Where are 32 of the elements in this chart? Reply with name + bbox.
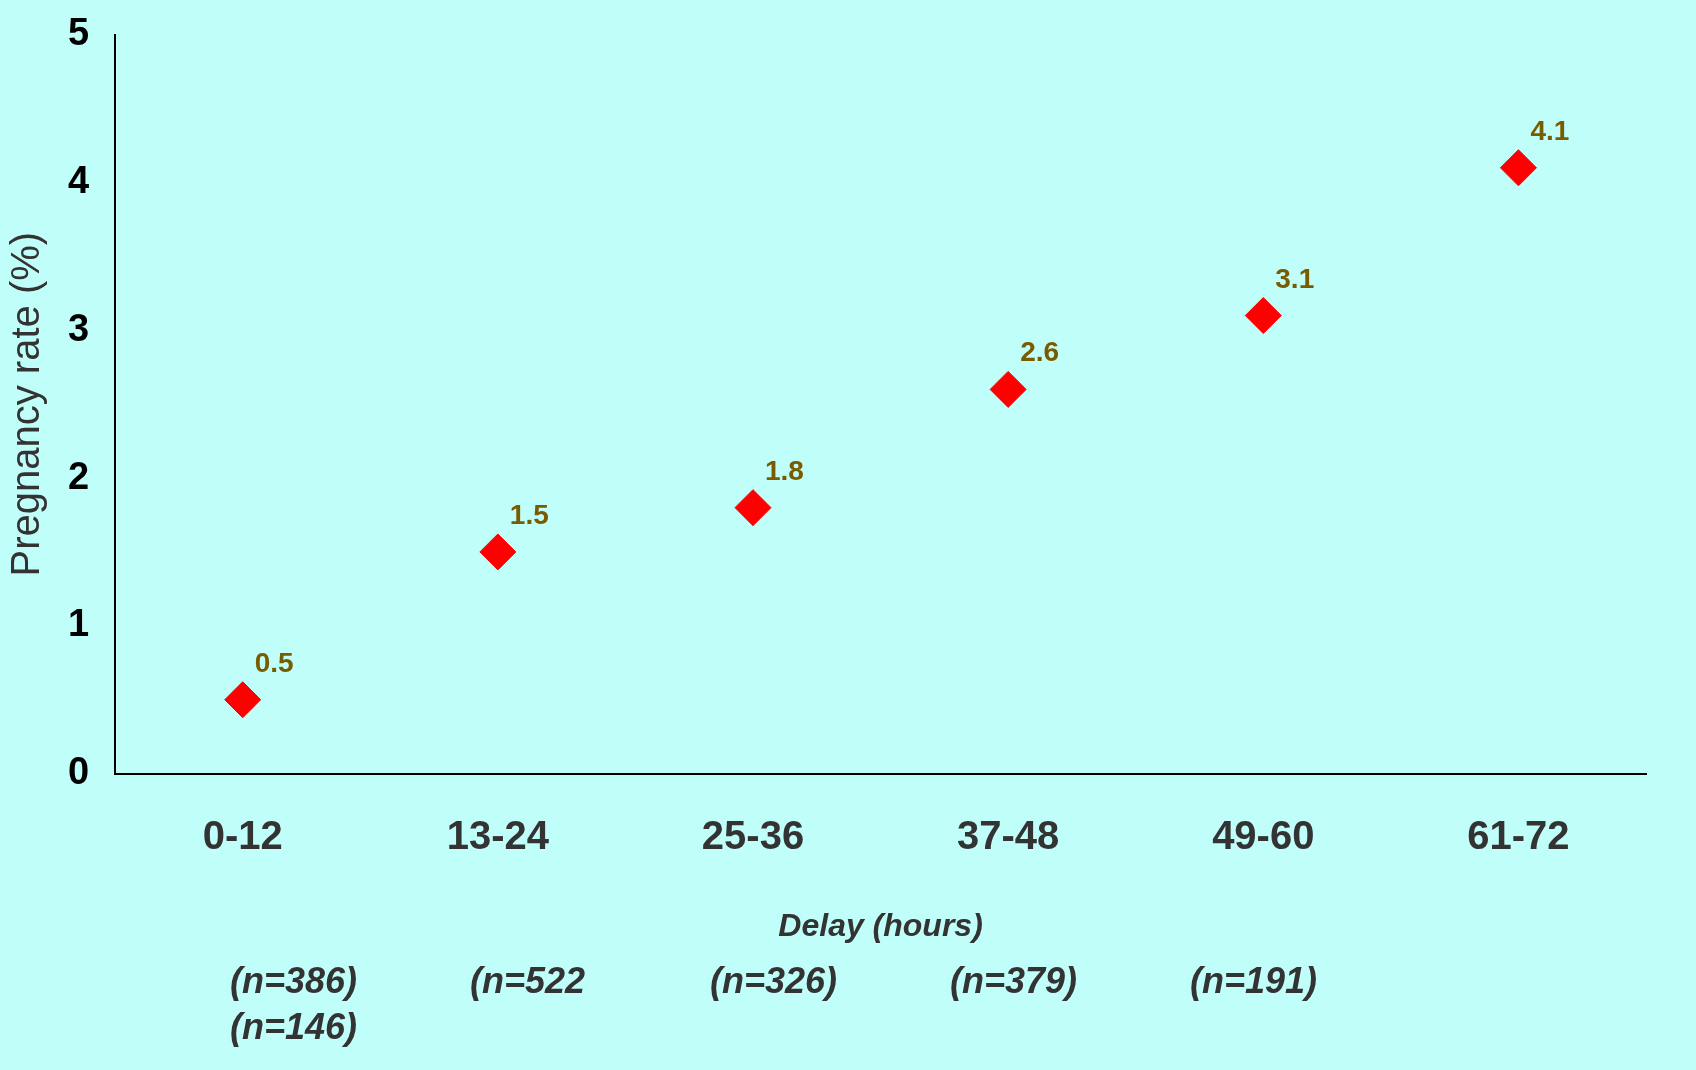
x-tick-label: 25-36 bbox=[701, 812, 805, 857]
y-axis-title: Pregnancy rate (%) bbox=[3, 231, 48, 577]
data-label: 1.8 bbox=[764, 454, 804, 486]
point bbox=[734, 489, 772, 527]
data-label: 3.1 bbox=[1275, 262, 1315, 294]
text: (n=522 bbox=[470, 960, 587, 1002]
data-label: 0.5 bbox=[254, 646, 294, 678]
x-tick-label: 13-24 bbox=[446, 812, 550, 857]
x-tick-label: 37-48 bbox=[956, 812, 1060, 857]
data-label: 1.5 bbox=[509, 498, 549, 530]
y-tick-label: 0 bbox=[67, 750, 90, 793]
x-tick-label: 49-60 bbox=[1212, 812, 1315, 857]
point bbox=[1499, 149, 1537, 187]
x-tick-label: 0-12 bbox=[202, 812, 283, 857]
point bbox=[1244, 297, 1282, 335]
y-tick-label: 4 bbox=[67, 159, 90, 202]
text: (n=146) bbox=[230, 1006, 359, 1048]
point bbox=[989, 370, 1027, 408]
point bbox=[224, 681, 262, 719]
text: (n=191) bbox=[1190, 960, 1319, 1002]
y-tick-label: 3 bbox=[67, 306, 90, 349]
data-label: 4.1 bbox=[1530, 114, 1570, 146]
x-tick-label: 61-72 bbox=[1467, 812, 1570, 857]
y-tick-label: 5 bbox=[67, 11, 90, 54]
y-tick-label: 2 bbox=[67, 454, 90, 497]
y-tick-label: 1 bbox=[67, 602, 90, 645]
text: (n=379) bbox=[950, 960, 1079, 1002]
x-axis-title: Delay (hours) bbox=[778, 906, 983, 943]
point bbox=[479, 533, 517, 571]
data-label: 2.6 bbox=[1020, 336, 1060, 368]
text: (n=386) bbox=[230, 960, 359, 1002]
text: (n=326) bbox=[710, 960, 839, 1002]
